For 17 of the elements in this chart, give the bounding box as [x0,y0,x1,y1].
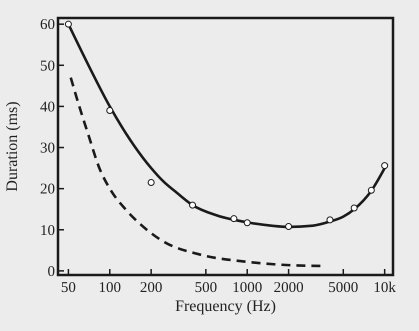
y-tick-label: 60 [40,17,55,34]
y-tick-label: 40 [40,99,55,116]
x-tick-label: 5000 [328,280,358,296]
y-tick-label: 30 [40,140,55,157]
y-tick-label: 10 [40,222,55,239]
x-tick-label: 1000 [232,280,262,296]
x-tick-label: 50 [60,280,76,296]
x-tick-label: 2000 [274,280,304,296]
y-tick-label: 20 [40,182,55,198]
x-tick-label: 100 [98,280,122,296]
y-tick-label: 0 [48,264,55,280]
y-axis-title: Duration (ms) [4,101,21,192]
x-tick-label: 10k [373,280,396,296]
x-axis-title: Frequency (Hz) [175,298,276,315]
x-tick-label: 500 [194,280,218,296]
x-tick-label: 200 [140,280,162,296]
y-tick-label: 50 [40,58,55,74]
